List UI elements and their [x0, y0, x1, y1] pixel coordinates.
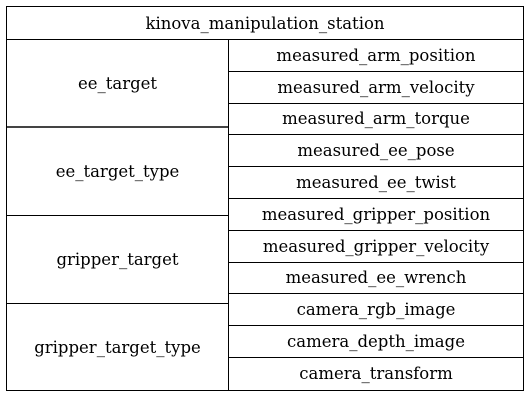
output-port-measured-ee-wrench: measured_ee_wrench — [229, 263, 523, 295]
output-port-measured-arm-velocity: measured_arm_velocity — [229, 72, 523, 104]
input-port-gripper-target-type: gripper_target_type — [34, 337, 201, 357]
output-port-measured-gripper-velocity: measured_gripper_velocity — [229, 231, 523, 263]
input-port-ee-target: ee_target — [7, 40, 228, 128]
output-port-measured-arm-torque: measured_arm_torque — [229, 104, 523, 136]
output-port-camera-rgb-image: camera_rgb_image — [229, 294, 523, 327]
input-port-ee-target-type: ee_target_type — [7, 128, 228, 216]
output-port-measured-ee-pose: measured_ee_pose — [229, 135, 523, 168]
input-ports-column: ee_target ee_target_type gripper_target … — [7, 40, 229, 390]
system-block: kinova_manipulation_station ee_target ee… — [6, 6, 524, 391]
output-port-camera-depth-image: camera_depth_image — [229, 326, 523, 358]
output-port-measured-ee-twist: measured_ee_twist — [229, 167, 523, 199]
system-title: kinova_manipulation_station — [7, 7, 523, 40]
input-port-gripper-target: gripper_target — [7, 216, 228, 304]
output-port-measured-arm-position: measured_arm_position — [229, 40, 523, 72]
output-port-measured-gripper-position: measured_gripper_position — [229, 199, 523, 231]
output-ports-column: measured_arm_position measured_arm_veloc… — [229, 40, 523, 390]
output-port-camera-transform: camera_transform — [299, 364, 453, 384]
